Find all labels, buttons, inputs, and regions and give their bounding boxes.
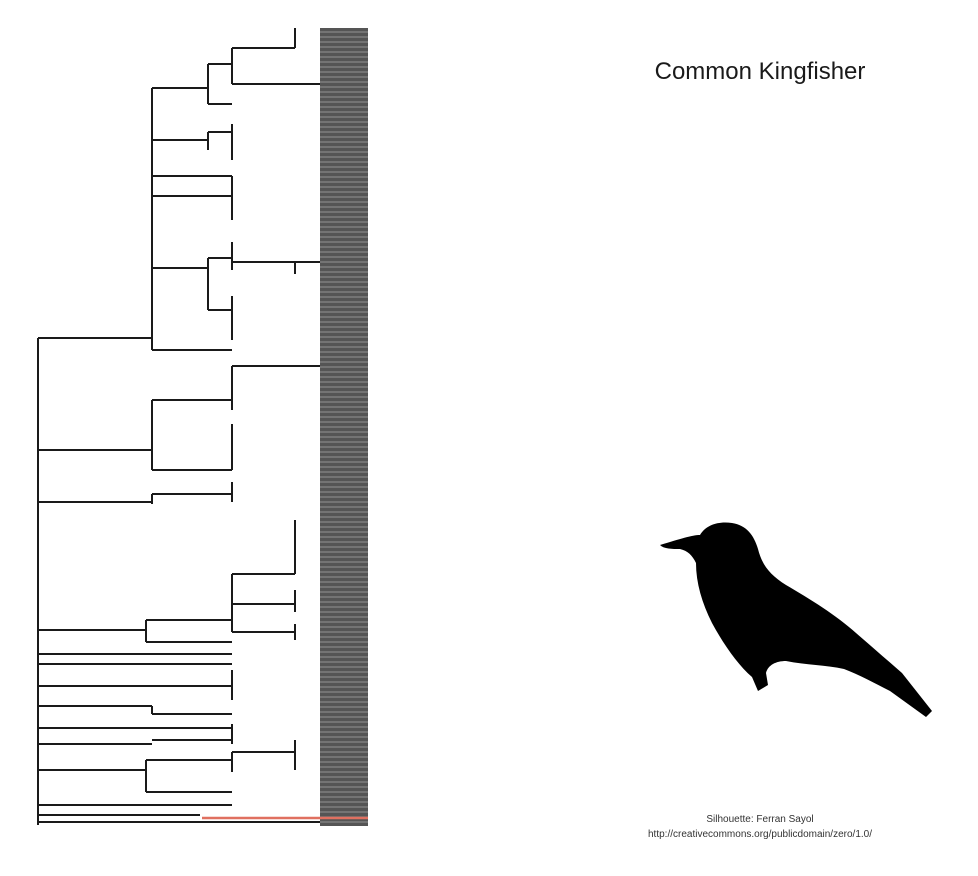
phylogenetic-tree: [37, 28, 368, 826]
tree-branches: [37, 28, 320, 825]
species-title: Common Kingfisher: [654, 58, 866, 85]
silhouette-credit: Silhouette: Ferran Sayol http://creative…: [600, 812, 920, 842]
credit-license: http://creativecommons.org/publicdomain/…: [648, 829, 872, 840]
credit-author: Silhouette: Ferran Sayol: [706, 814, 814, 825]
tip-lines: [320, 31, 368, 823]
bird-silhouette-icon: [660, 522, 932, 717]
